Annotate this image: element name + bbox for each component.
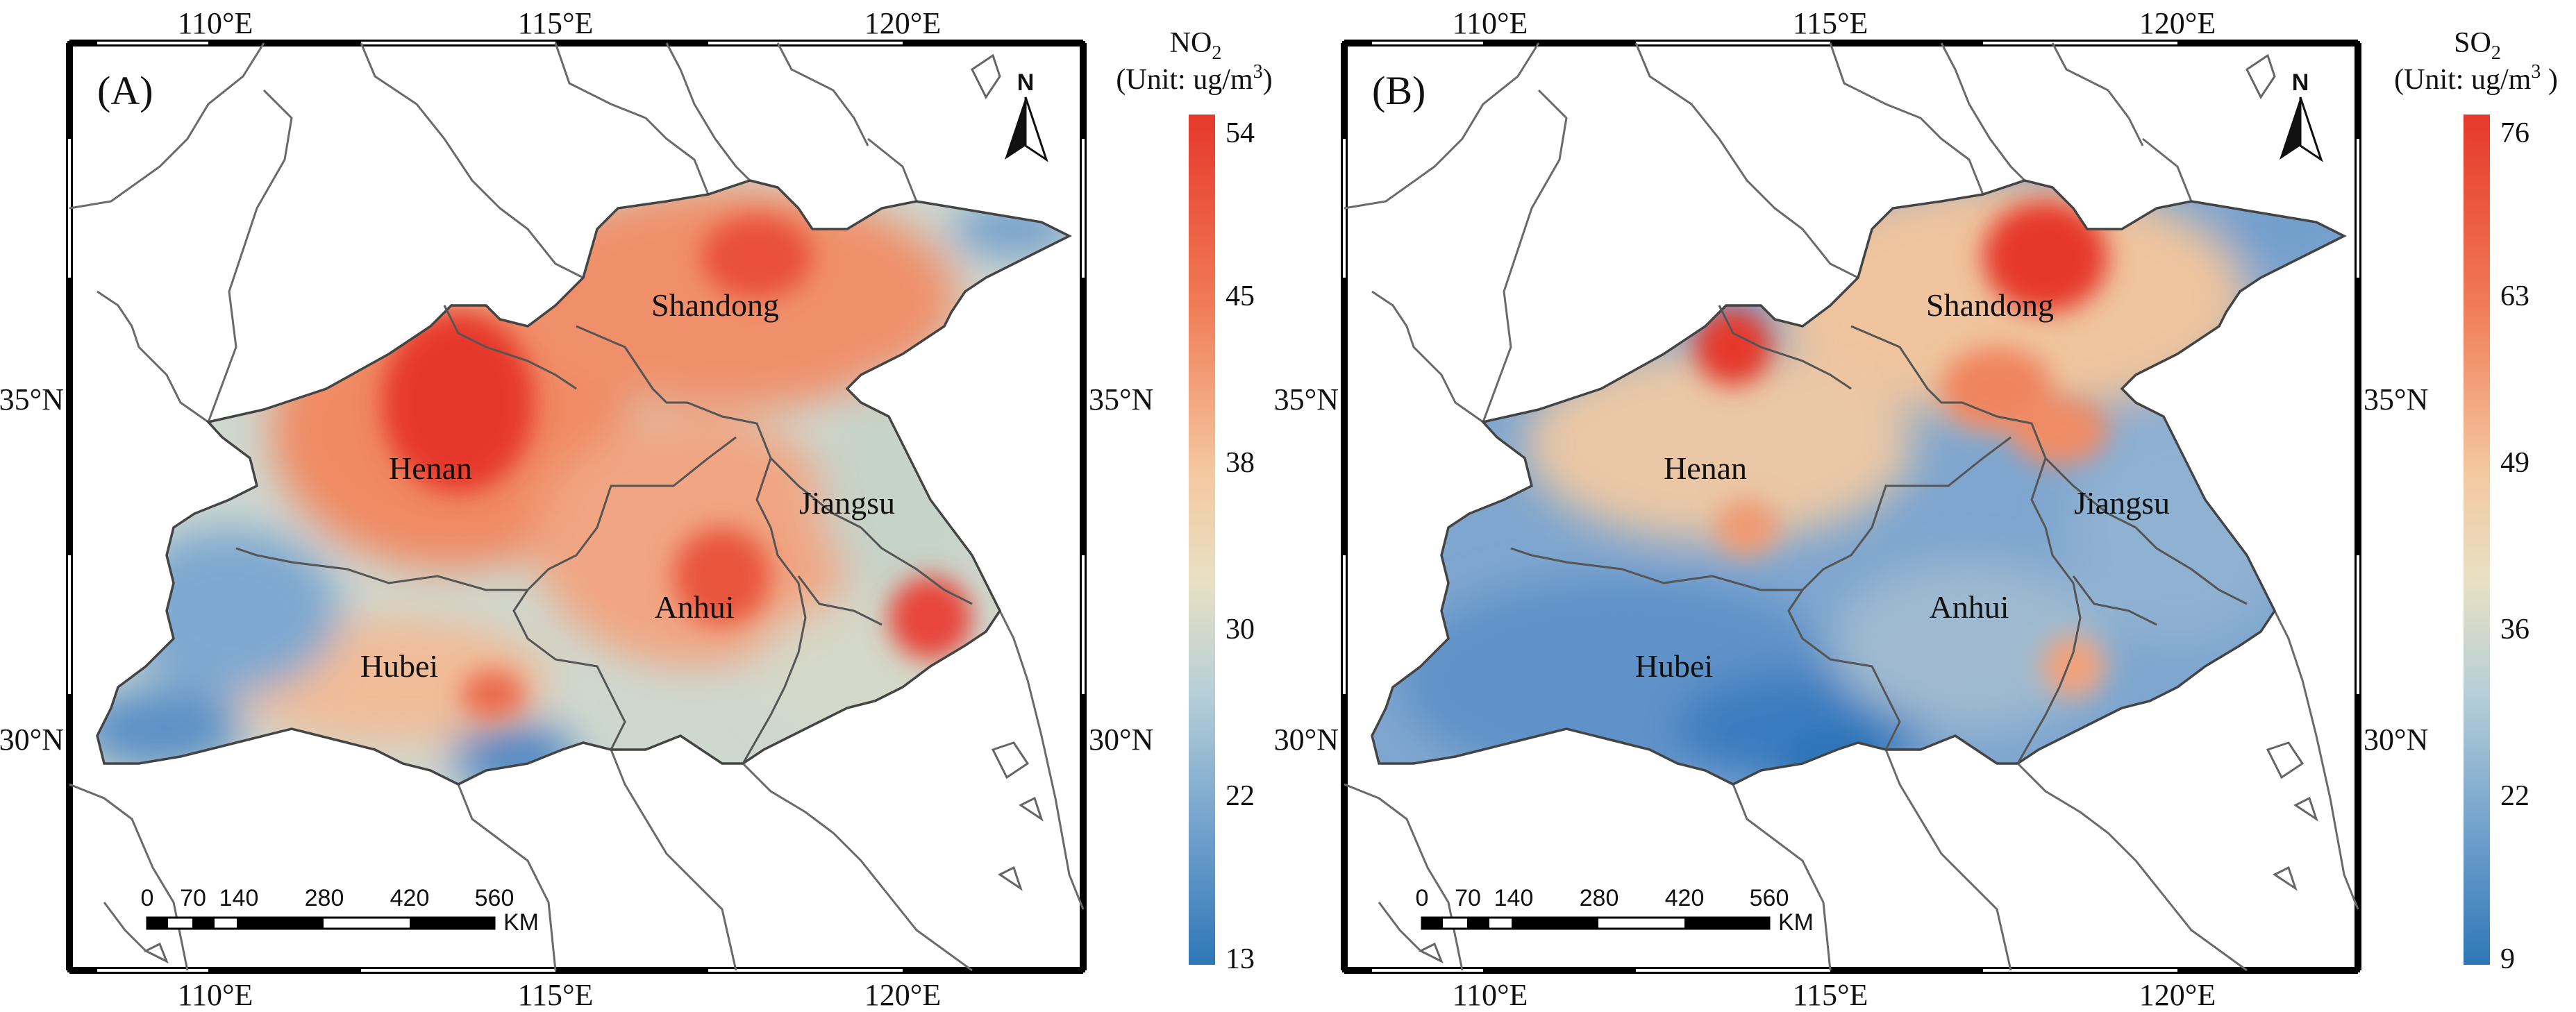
north-arrow: N	[2280, 69, 2323, 162]
tick-top-120: 120°E	[864, 6, 941, 40]
svg-text:140: 140	[219, 885, 259, 911]
svg-text:63: 63	[2500, 280, 2529, 312]
svg-text:70: 70	[1455, 885, 1481, 911]
legend-title: NO2	[1170, 27, 1222, 64]
label-henan: Henan	[389, 450, 472, 486]
tick-right-35: 35°N	[1089, 382, 1153, 416]
tick-bottom-110: 110°E	[178, 978, 253, 1012]
svg-text:54: 54	[1226, 117, 1255, 149]
coast-islands	[1418, 53, 2318, 964]
tick-right-30: 30°N	[1089, 723, 1153, 757]
tick-top-110: 110°E	[178, 6, 253, 40]
svg-text:560: 560	[1750, 885, 1789, 911]
svg-text:0: 0	[1416, 885, 1429, 911]
svg-text:420: 420	[1665, 885, 1705, 911]
tick-left-35: 35°N	[1274, 382, 1339, 416]
svg-text:36: 36	[2500, 614, 2529, 646]
legend-title: SO2	[2454, 27, 2501, 64]
panel-a: Shandong Henan Jiangsu Anhui Hubei (A) N…	[0, 6, 1273, 1012]
tick-bottom-115: 115°E	[1793, 978, 1868, 1012]
svg-text:13: 13	[1226, 943, 1255, 975]
legend-ramp	[2464, 115, 2490, 965]
outer-boundaries	[1344, 42, 2359, 972]
tick-bottom-115: 115°E	[518, 978, 594, 1012]
tick-top-110: 110°E	[1453, 6, 1528, 40]
label-henan: Henan	[1664, 450, 1747, 486]
tick-bottom-120: 120°E	[2139, 978, 2216, 1012]
svg-text:0: 0	[141, 885, 154, 911]
svg-text:22: 22	[1226, 780, 1255, 812]
label-anhui: Anhui	[1930, 589, 2009, 625]
scale-bar: 0 70 140 280 420 560 KM	[1416, 885, 1814, 936]
panel-label-a: (A)	[97, 68, 153, 113]
coast-islands	[143, 53, 1044, 964]
svg-text:140: 140	[1494, 885, 1534, 911]
frame-checker	[68, 42, 1085, 972]
label-shandong: Shandong	[1926, 287, 2054, 323]
tick-bottom-120: 120°E	[864, 978, 941, 1012]
frame-checker	[1343, 42, 2359, 972]
label-jiangsu: Jiangsu	[799, 485, 895, 521]
north-arrow: N	[1005, 69, 1048, 162]
label-hubei: Hubei	[360, 648, 438, 684]
province-borders	[96, 179, 1071, 786]
scale-bar: 0 70 140 280 420 560 KM	[141, 885, 539, 936]
legend-ramp	[1189, 115, 1215, 965]
panel-label-b: (B)	[1372, 68, 1425, 113]
panel-b: Shandong Henan Jiangsu Anhui Hubei (B) N…	[1274, 6, 2558, 1012]
legend-unit: (Unit: ug/m3 )	[2394, 61, 2558, 96]
label-hubei: Hubei	[1635, 648, 1713, 684]
tick-top-120: 120°E	[2139, 6, 2216, 40]
svg-text:38: 38	[1226, 447, 1255, 479]
svg-text:560: 560	[475, 885, 515, 911]
tick-top-115: 115°E	[1793, 6, 1868, 40]
tick-right-30: 30°N	[2364, 723, 2428, 757]
province-borders	[1371, 179, 2345, 786]
svg-text:KM: KM	[503, 909, 539, 936]
tick-right-35: 35°N	[2364, 382, 2428, 416]
svg-text:420: 420	[390, 885, 430, 911]
tick-left-30: 30°N	[1274, 723, 1339, 757]
frame-border	[1341, 40, 2361, 974]
svg-text:N: N	[1017, 69, 1035, 96]
svg-text:76: 76	[2500, 117, 2529, 149]
label-jiangsu: Jiangsu	[2074, 485, 2170, 521]
svg-text:280: 280	[1580, 885, 1619, 911]
legend-unit: (Unit: ug/m3)	[1116, 61, 1272, 96]
label-shandong: Shandong	[651, 287, 779, 323]
legend-so2: SO2 (Unit: ug/m3 ) 76 63 49 36 22 9	[2394, 27, 2558, 975]
label-anhui: Anhui	[655, 589, 735, 625]
legend-no2: NO2 (Unit: ug/m3) 54 45 38 30 22 13	[1116, 27, 1272, 975]
svg-text:49: 49	[2500, 447, 2529, 479]
outer-boundaries	[69, 42, 1085, 972]
svg-text:N: N	[2292, 69, 2309, 96]
tick-top-115: 115°E	[518, 6, 594, 40]
svg-text:70: 70	[180, 885, 206, 911]
tick-bottom-110: 110°E	[1453, 978, 1528, 1012]
svg-text:22: 22	[2500, 780, 2529, 812]
tick-left-35: 35°N	[0, 382, 64, 416]
svg-text:45: 45	[1226, 280, 1255, 312]
svg-text:KM: KM	[1778, 909, 1814, 936]
svg-text:30: 30	[1226, 614, 1255, 646]
svg-text:280: 280	[305, 885, 344, 911]
svg-text:9: 9	[2500, 943, 2515, 975]
tick-left-30: 30°N	[0, 723, 64, 757]
